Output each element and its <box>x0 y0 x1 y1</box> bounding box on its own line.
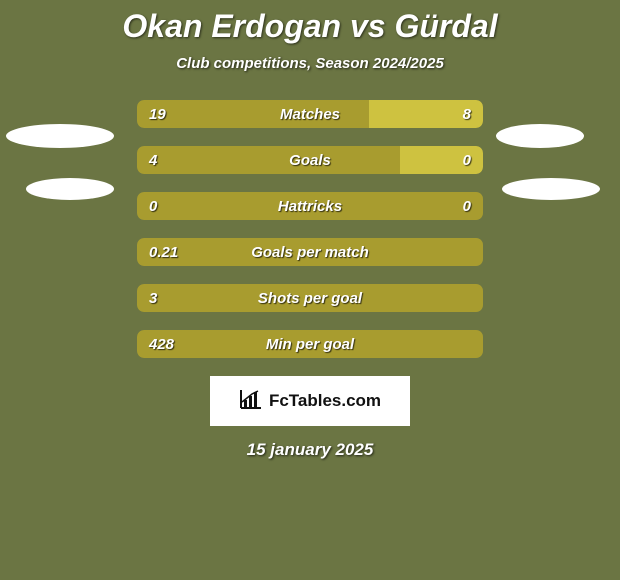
logo-box: FcTables.com <box>210 376 410 426</box>
stat-label: Goals <box>137 146 483 174</box>
stat-row: 40Goals <box>137 146 483 174</box>
player-photo-placeholder <box>26 178 114 200</box>
stat-row: 3Shots per goal <box>137 284 483 312</box>
player-photo-placeholder <box>502 178 600 200</box>
player-photo-placeholder <box>496 124 584 148</box>
stat-row: 198Matches <box>137 100 483 128</box>
stat-label: Matches <box>137 100 483 128</box>
page-title: Okan Erdogan vs Gürdal <box>0 0 620 45</box>
subtitle: Club competitions, Season 2024/2025 <box>0 55 620 72</box>
logo-text: FcTables.com <box>269 391 381 411</box>
bar-chart-icon <box>239 388 263 415</box>
player-photo-placeholder <box>6 124 114 148</box>
stat-row: 428Min per goal <box>137 330 483 358</box>
stat-label: Shots per goal <box>137 284 483 312</box>
stat-label: Hattricks <box>137 192 483 220</box>
stat-row: 0.21Goals per match <box>137 238 483 266</box>
stat-label: Goals per match <box>137 238 483 266</box>
stat-row: 00Hattricks <box>137 192 483 220</box>
stats-card: Okan Erdogan vs Gürdal Club competitions… <box>0 0 620 580</box>
stat-label: Min per goal <box>137 330 483 358</box>
date-text: 15 january 2025 <box>0 440 620 460</box>
